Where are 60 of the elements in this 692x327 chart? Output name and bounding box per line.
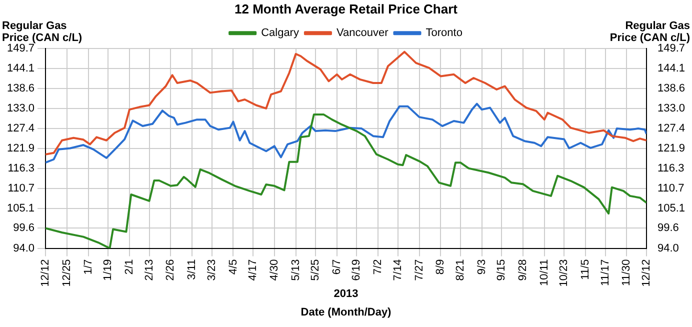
y2-axis-title: Regular Gas Price (CAN c/L)	[608, 20, 690, 44]
legend-label: Vancouver	[336, 27, 389, 40]
x-tick-label: 7/2	[372, 259, 384, 275]
x-tick-label: 3/23	[206, 259, 218, 281]
y2-tick-label: 116.3	[657, 162, 684, 174]
x-tick-label: 11/17	[599, 259, 612, 286]
y-tick-label: 110.7	[8, 182, 35, 194]
y2-tick-label: 144.1	[657, 62, 686, 75]
y2-tick-label: 138.6	[657, 82, 686, 94]
legend-label: Toronto	[426, 27, 462, 40]
y-tick-label: 144.1	[6, 62, 35, 75]
x-tick-label: 4/17	[247, 259, 260, 281]
x-tick-label: 10/23	[558, 259, 570, 287]
x-tick-label: 8/21	[454, 259, 466, 281]
y-tick-label: 94.0	[13, 242, 35, 254]
x-tick-label: 2/1	[124, 259, 136, 275]
x-tick-label: 2/26	[164, 259, 177, 281]
y2-tick-label: 94.0	[657, 242, 679, 254]
x-tick-label: 7/14	[392, 259, 404, 281]
x-tick-label: 7/27	[413, 259, 426, 281]
y-tick-label: 105.1	[6, 202, 35, 215]
y-tick-label: 138.6	[6, 82, 35, 94]
x-tick-label: 11/5	[580, 259, 592, 280]
x-tick-label: 9/15	[496, 259, 508, 281]
y-tick-label: 99.6	[13, 222, 35, 234]
x-tick-label: 4/5	[227, 259, 240, 275]
y-axis-title: Regular Gas Price (CAN c/L)	[2, 20, 84, 44]
y2-tick-label: 110.7	[657, 182, 684, 194]
x-tick-label: 9/3	[476, 259, 488, 275]
y-tick-label: 133.0	[6, 102, 35, 114]
x-tick-label: 12/12	[40, 259, 52, 287]
x-tick-label: 8/9	[434, 259, 447, 275]
x-tick-label: 4/30	[268, 259, 280, 281]
y2-tick-label: 127.4	[657, 122, 686, 135]
chart-title: 12 Month Average Retail Price Chart	[234, 1, 458, 16]
x-tick-label: 1/7	[82, 259, 94, 275]
x-tick-label: 3/11	[186, 259, 198, 280]
y2-tick-label: 105.1	[657, 202, 686, 215]
x-tick-label: 10/11	[538, 259, 550, 286]
y2-tick-label: 133.0	[657, 102, 686, 114]
x-axis-title: Date (Month/Day)	[300, 306, 392, 318]
y2-tick-label: 149.7	[657, 42, 686, 55]
x-tick-label: 12/25	[60, 259, 73, 287]
x-tick-label: 9/28	[517, 259, 530, 281]
x-tick-label: 1/19	[102, 259, 114, 281]
y2-tick-label: 121.9	[657, 142, 686, 154]
y2-tick-label: 99.6	[657, 222, 679, 234]
y-tick-label: 121.9	[6, 142, 35, 154]
x-tick-label: 12/12	[640, 259, 653, 287]
x-tick-label: 6/19	[350, 259, 363, 281]
x-tick-label: 2/13	[143, 259, 156, 281]
y-tick-label: 127.4	[6, 122, 35, 135]
x-tick-label: 5/25	[310, 259, 322, 281]
text: 2013	[332, 288, 360, 300]
y-tick-label: 116.3	[8, 162, 35, 174]
x-tick-label: 6/7	[330, 259, 343, 275]
x-tick-label: 5/13	[290, 259, 302, 281]
legend-label: Calgary	[261, 27, 300, 40]
x-tick-label: 11/30	[620, 259, 633, 286]
y-tick-label: 149.7	[6, 42, 35, 55]
